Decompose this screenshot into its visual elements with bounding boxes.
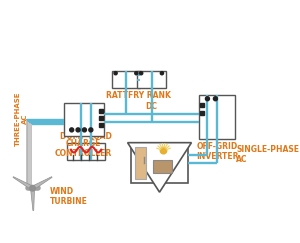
Circle shape [206,97,209,101]
Bar [99,109,103,113]
Polygon shape [128,143,191,192]
Circle shape [70,128,74,132]
Text: WIND
TURBINE: WIND TURBINE [50,187,88,206]
Text: THREE-PHASE
AC: THREE-PHASE AC [15,92,28,146]
Polygon shape [31,188,34,210]
Bar [112,71,140,88]
Circle shape [160,72,164,75]
Circle shape [160,148,167,154]
Bar [200,95,235,139]
Bar [153,160,172,173]
Bar [135,148,146,179]
Circle shape [114,72,117,75]
Bar [200,111,204,115]
Circle shape [213,97,218,101]
Circle shape [135,72,138,75]
Bar [200,103,204,107]
Circle shape [140,72,143,75]
Polygon shape [13,177,34,190]
Circle shape [30,185,35,191]
Text: CHARGE
CONTROLLER: CHARGE CONTROLLER [55,139,112,158]
Polygon shape [32,177,52,190]
Circle shape [76,128,80,132]
Text: SINGLE-PHASE
AC: SINGLE-PHASE AC [236,145,299,164]
Bar [131,143,188,182]
Text: OFF-GRID
INVERTER: OFF-GRID INVERTER [196,142,238,161]
Bar [99,123,103,128]
Circle shape [89,128,93,132]
Text: RATTFRY RANK: RATTFRY RANK [106,91,171,100]
Text: DC: DC [146,102,158,111]
Text: DUMP LOAD: DUMP LOAD [60,132,112,141]
Bar [99,116,103,120]
Bar [137,71,166,88]
Bar [67,143,105,160]
Circle shape [82,128,86,132]
Bar [64,103,104,136]
